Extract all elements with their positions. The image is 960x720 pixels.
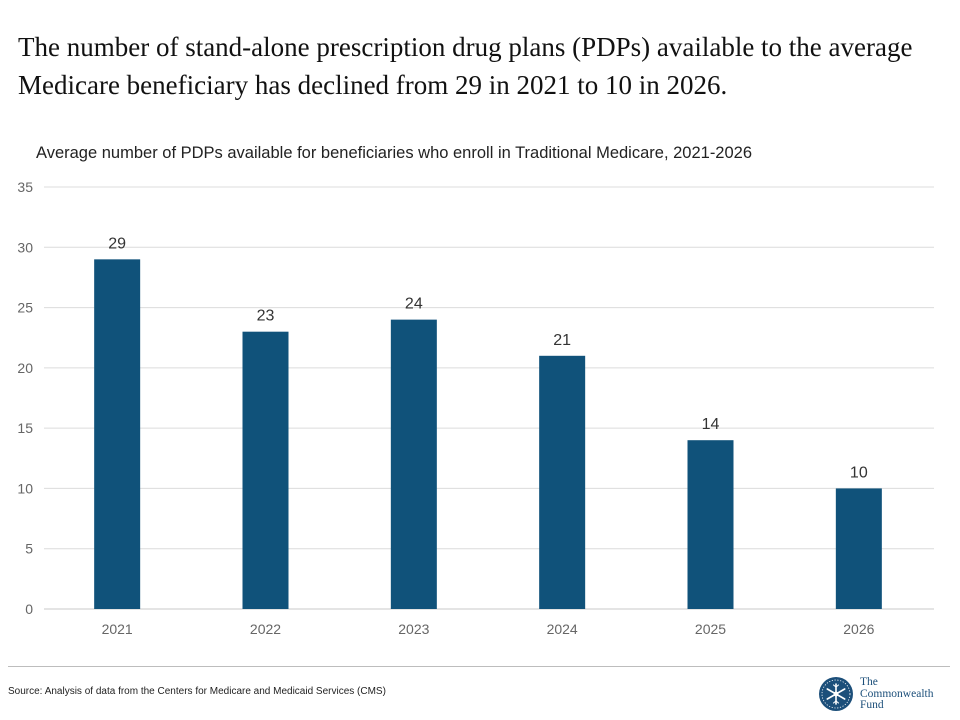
- x-tick-label-2026: 2026: [843, 621, 874, 637]
- x-tick-label-2021: 2021: [102, 621, 133, 637]
- data-label-2021: 29: [108, 235, 126, 252]
- bar-2023: [390, 319, 437, 609]
- data-label-2023: 24: [405, 296, 423, 313]
- logo-wordmark: The Commonwealth Fund: [860, 676, 934, 712]
- y-tick-label: 0: [25, 601, 33, 617]
- bar-2024: [539, 355, 586, 609]
- x-tick-label-2025: 2025: [695, 621, 726, 637]
- data-label-2024: 21: [553, 332, 571, 349]
- logo-line: Commonwealth: [860, 687, 934, 700]
- bar-2022: [242, 331, 289, 609]
- y-tick-label: 15: [17, 420, 33, 436]
- data-labels: 29 23 24 21 14 10: [108, 235, 868, 481]
- snowflake-emblem-icon: [819, 677, 853, 711]
- y-tick-label: 30: [17, 239, 33, 255]
- x-tick-label-2023: 2023: [398, 621, 429, 637]
- logo-line: Fund: [860, 699, 884, 711]
- chart-title: Average number of PDPs available for ben…: [36, 144, 753, 162]
- bar-2021: [94, 259, 141, 609]
- x-axis-ticks: 2021 2022 2023 2024 2025 2026: [102, 621, 875, 637]
- y-tick-label: 10: [17, 480, 33, 496]
- y-tick-label: 20: [17, 360, 33, 376]
- x-tick-label-2024: 2024: [547, 621, 578, 637]
- x-tick-label-2022: 2022: [250, 621, 281, 637]
- y-axis-ticks: 0 5 10 15 20 25 30 35: [17, 179, 33, 617]
- y-tick-label: 25: [17, 300, 33, 316]
- bars: [94, 259, 882, 609]
- source-note: Source: Analysis of data from the Center…: [8, 686, 386, 697]
- commonwealth-fund-logo: The Commonwealth Fund: [818, 676, 958, 716]
- data-label-2022: 23: [257, 308, 275, 325]
- bar-2025: [687, 440, 734, 609]
- gridlines: [44, 186, 934, 610]
- bar-2026: [835, 488, 882, 609]
- headline: The number of stand-alone prescription d…: [18, 32, 913, 100]
- data-label-2025: 14: [702, 416, 720, 433]
- y-tick-label: 5: [25, 541, 33, 557]
- logo-line: The: [860, 676, 878, 688]
- y-tick-label: 35: [17, 179, 33, 195]
- data-label-2026: 10: [850, 464, 868, 481]
- footer-divider: [8, 666, 950, 667]
